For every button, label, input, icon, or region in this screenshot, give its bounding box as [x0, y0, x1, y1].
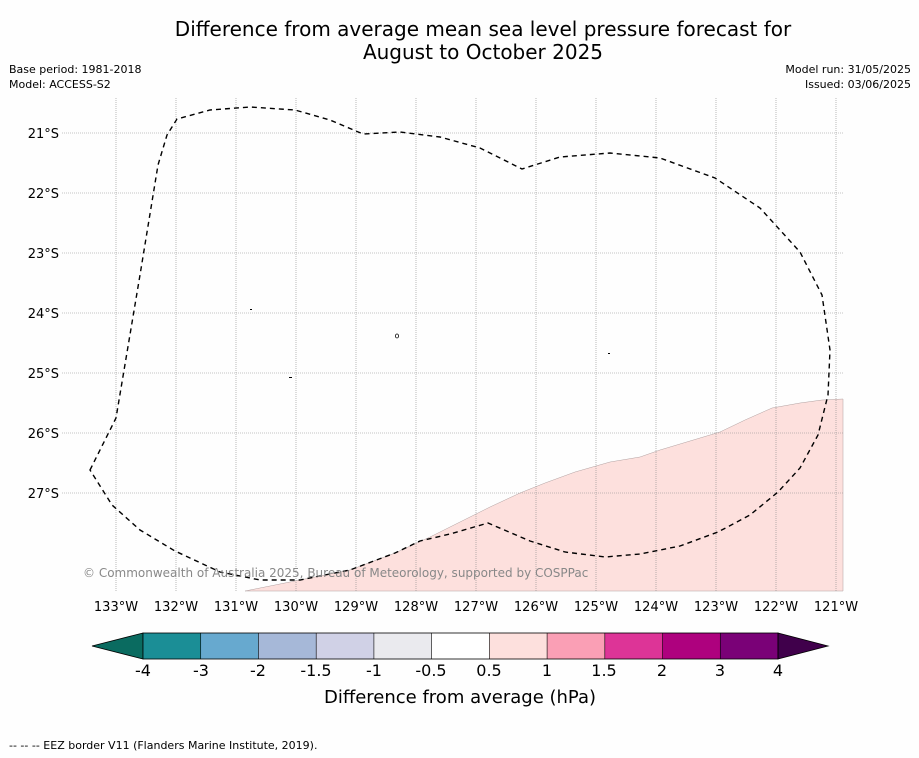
cb-tick-label: -0.5	[415, 661, 446, 680]
lon-label-129: 129°W	[334, 600, 378, 615]
colorbar-segment	[373, 633, 433, 659]
lon-label-127: 127°W	[454, 600, 498, 615]
meta-right: Model run: 31/05/2025 Issued: 03/06/2025	[785, 62, 911, 92]
cb-tick-label: 0.5	[476, 661, 501, 680]
eez-border	[89, 106, 831, 581]
longitude-labels: 133°W 132°W 131°W 130°W 129°W 128°W 127°…	[94, 600, 858, 615]
lon-label-125: 125°W	[574, 600, 618, 615]
cb-tick-label: -1.5	[300, 661, 331, 680]
lat-label-25: 25°S	[28, 367, 59, 382]
lon-label-121: 121°W	[814, 600, 858, 615]
cb-tick-label: 4	[773, 661, 783, 680]
lon-label-131: 131°W	[214, 600, 258, 615]
lon-label-128: 128°W	[394, 600, 438, 615]
title-line-2: August to October 2025	[362, 40, 604, 64]
colorbar-segment	[143, 633, 202, 659]
latitude-gridlines	[62, 132, 843, 494]
colorbar-segment	[431, 633, 490, 659]
map-title: Difference from average mean sea level p…	[0, 18, 919, 64]
longitude-gridlines	[115, 98, 837, 591]
lat-label-21: 21°S	[28, 127, 59, 142]
cb-tick-label: 3	[715, 661, 725, 680]
cb-tick-label: 1	[542, 661, 552, 680]
model-run: Model run: 31/05/2025	[785, 63, 911, 76]
lon-label-133: 133°W	[94, 600, 138, 615]
island-1	[250, 309, 252, 310]
colorbar-segment	[720, 633, 779, 659]
issued-date: Issued: 03/06/2025	[804, 78, 911, 91]
eez-source-note: -- -- -- EEZ border V11 (Flanders Marine…	[9, 739, 318, 752]
colorbar-segment	[489, 633, 548, 659]
colorbar-segment	[662, 633, 721, 659]
cb-tick-label: 1.5	[591, 661, 616, 680]
lat-label-26: 26°S	[28, 427, 59, 442]
islands	[250, 309, 610, 378]
lon-label-122: 122°W	[754, 600, 798, 615]
lon-label-124: 124°W	[634, 600, 678, 615]
base-period: Base period: 1981-2018	[9, 63, 142, 76]
island-4	[608, 353, 610, 354]
colorbar-segments	[143, 633, 779, 659]
lon-label-130: 130°W	[274, 600, 318, 615]
island-2	[394, 333, 399, 339]
colorbar-title: Difference from average (hPa)	[324, 687, 596, 708]
colorbar-under-arrow	[91, 632, 144, 660]
colorbar-over-arrow	[777, 632, 830, 660]
cb-tick-label: 2	[657, 661, 667, 680]
colorbar-segment	[258, 633, 317, 659]
colorbar-outline	[142, 632, 779, 660]
island-3	[289, 377, 292, 378]
lon-label-123: 123°W	[694, 600, 738, 615]
lon-label-126: 126°W	[514, 600, 558, 615]
cb-tick-label: -1	[366, 661, 382, 680]
lon-label-132: 132°W	[154, 600, 198, 615]
shaded-region	[244, 398, 844, 592]
lat-label-22: 22°S	[28, 187, 59, 202]
cb-tick-label: -3	[193, 661, 209, 680]
lat-label-27: 27°S	[28, 487, 59, 502]
cb-tick-label: -2	[250, 661, 266, 680]
colorbar-segment	[316, 633, 375, 659]
colorbar-segment	[200, 633, 259, 659]
title-line-1: Difference from average mean sea level p…	[174, 17, 792, 41]
colorbar-tick-labels: -4 -3 -2 -1.5 -1 -0.5 0.5 1 1.5 2 3 4	[135, 661, 783, 680]
copyright-text: © Commonwealth of Australia 2025, Bureau…	[83, 566, 588, 580]
lat-label-24: 24°S	[28, 307, 59, 322]
colorbar-segment	[604, 633, 664, 659]
cb-tick-label: -4	[135, 661, 151, 680]
model-name: Model: ACCESS-S2	[9, 78, 111, 91]
colorbar-segment	[547, 633, 606, 659]
lat-label-23: 23°S	[28, 247, 59, 262]
map-area: © Commonwealth of Australia 2025, Bureau…	[28, 98, 858, 615]
colorbar: -4 -3 -2 -1.5 -1 -0.5 0.5 1 1.5 2 3 4 Di…	[91, 632, 830, 708]
latitude-labels: 21°S 22°S 23°S 24°S 25°S 26°S 27°S	[28, 127, 59, 502]
meta-left: Base period: 1981-2018 Model: ACCESS-S2	[9, 62, 141, 92]
